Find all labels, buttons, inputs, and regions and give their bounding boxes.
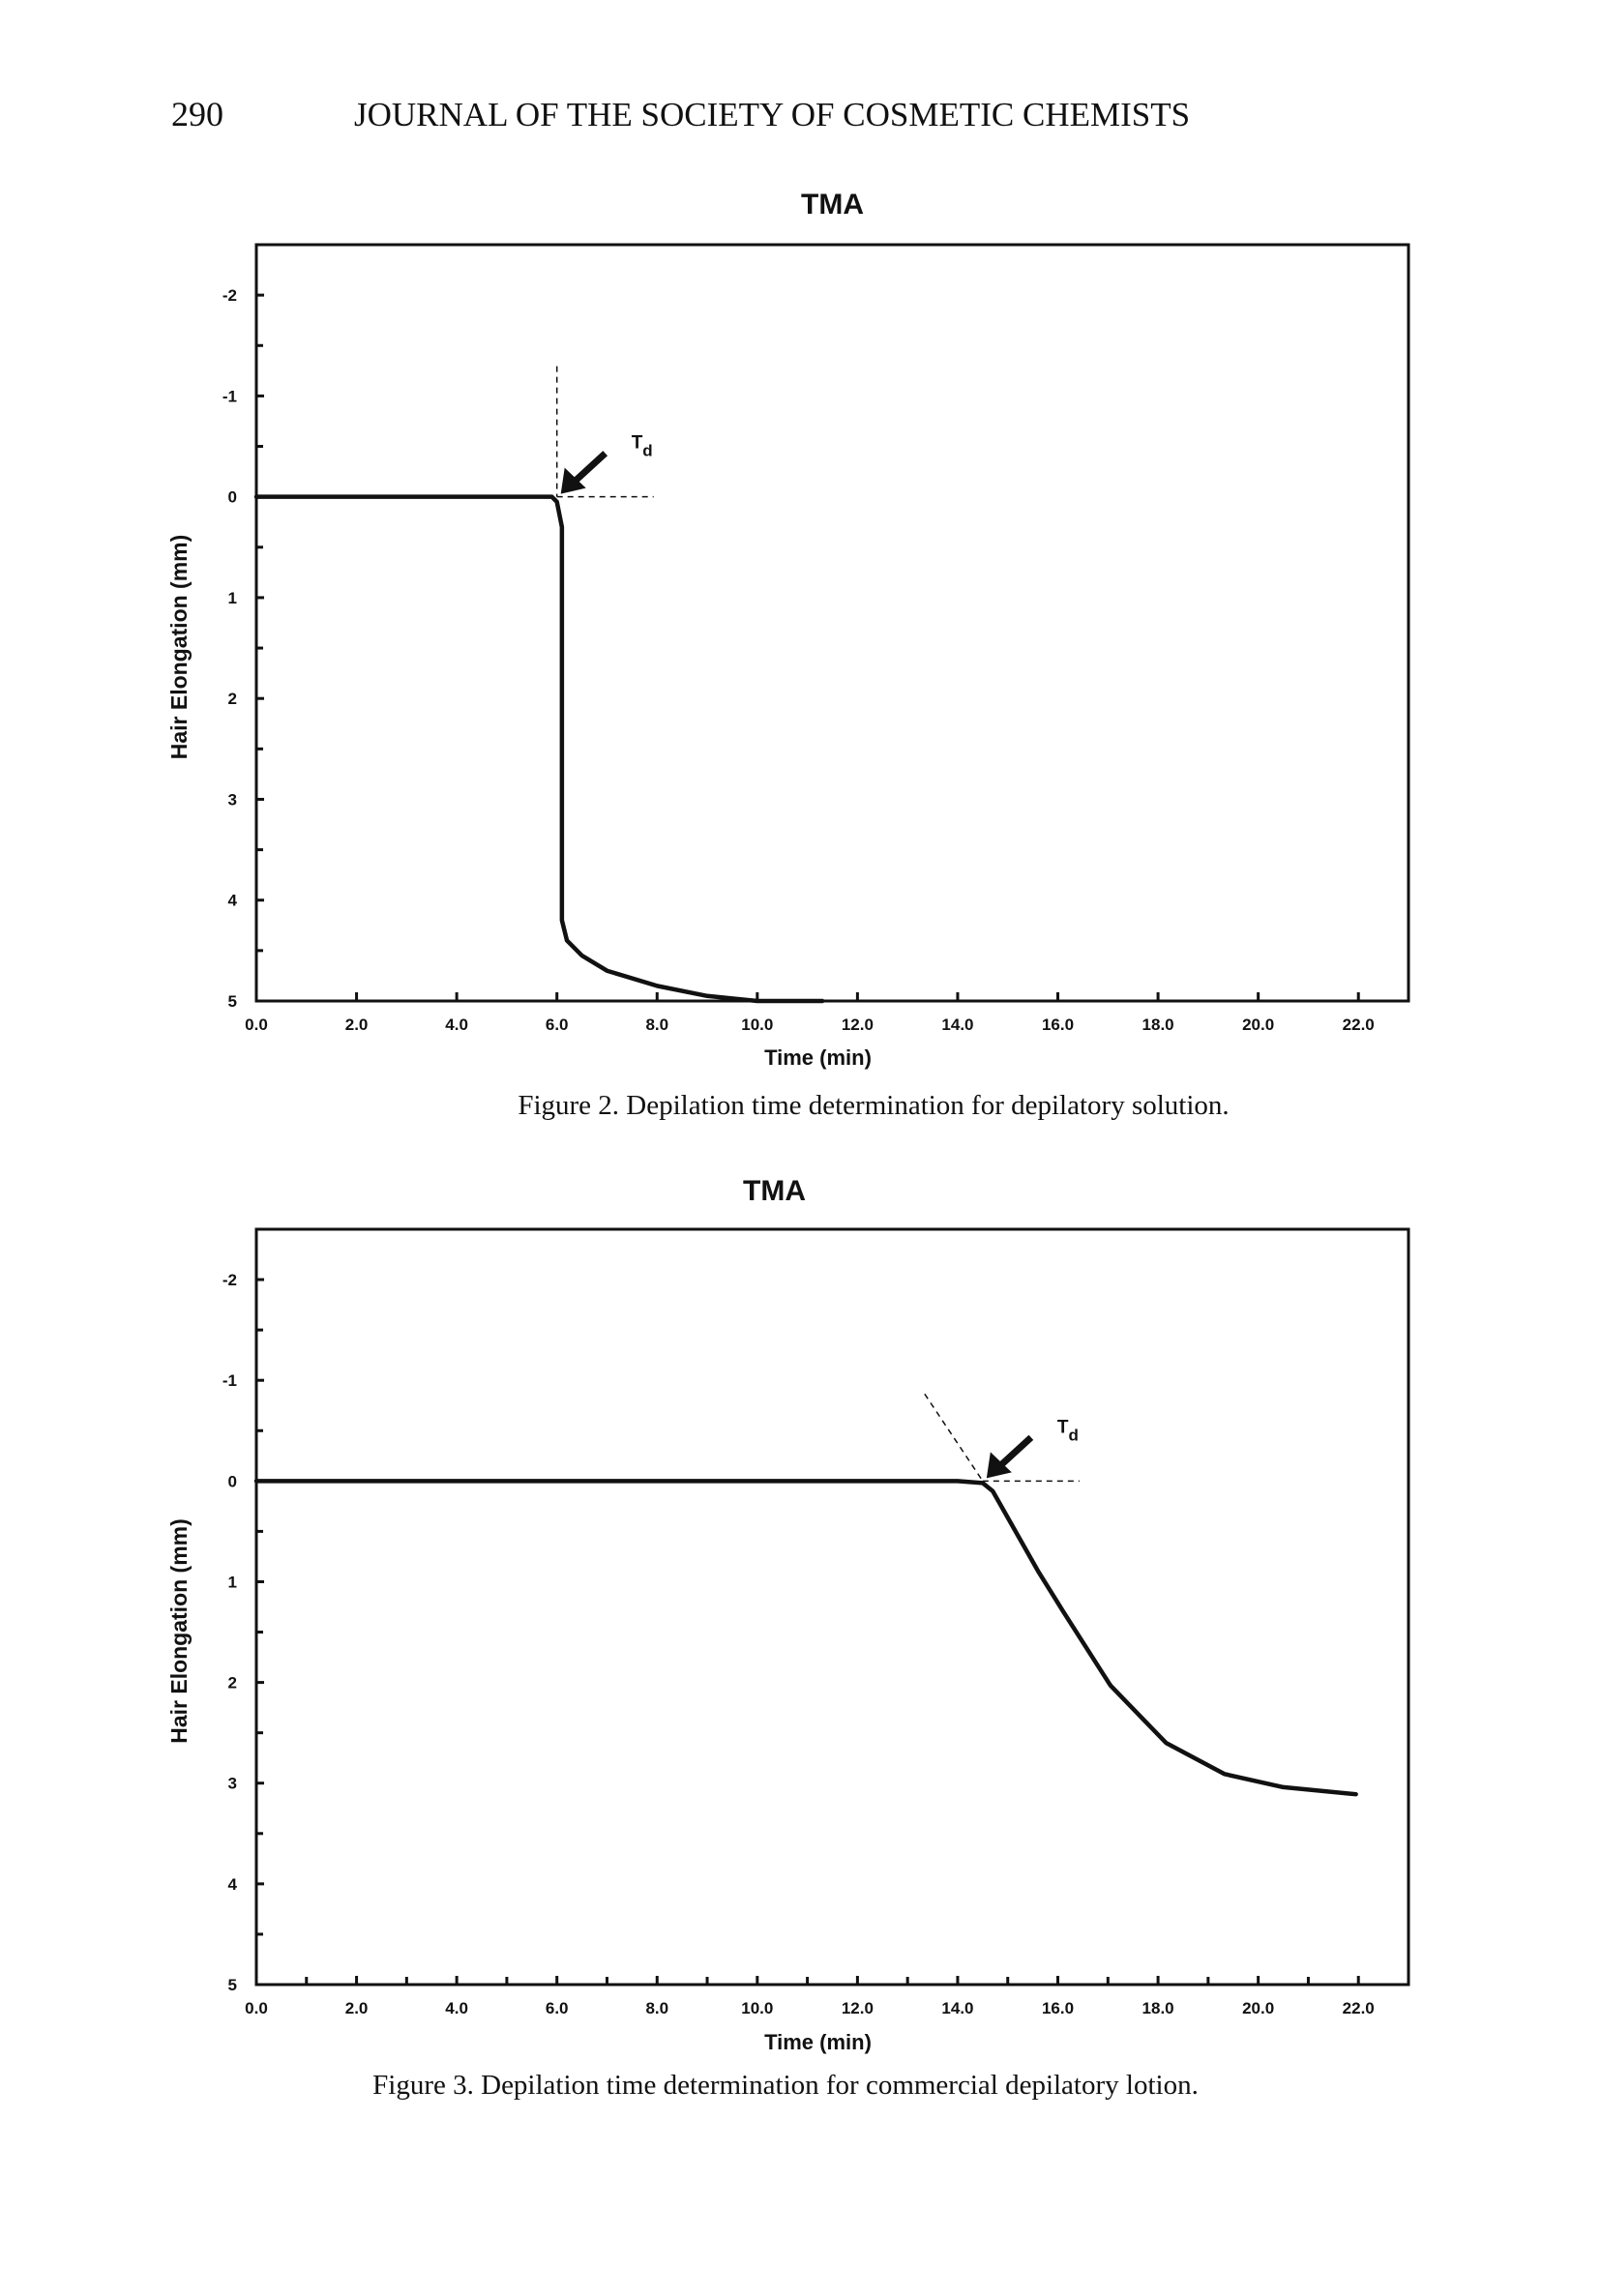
annotation-text: T	[1057, 1417, 1069, 1437]
y-tick-label: 2	[228, 1674, 237, 1693]
x-tick-label: 16.0	[1042, 1999, 1074, 2017]
y-tick-label: 3	[228, 1775, 237, 1793]
guide-line	[924, 1393, 984, 1482]
annotation-label: Td	[1057, 1417, 1079, 1444]
x-tick-label: 18.0	[1142, 1016, 1174, 1034]
plot-frame	[254, 243, 1410, 1003]
x-axis-label: Time (min)	[764, 1045, 872, 1070]
figure-caption: Figure 3. Depilation time determination …	[372, 2070, 1199, 2101]
y-axis-label: Hair Elongation (mm)	[166, 535, 192, 760]
arrow-head	[986, 1452, 1012, 1479]
y-tick-label: 2	[228, 690, 237, 708]
annotation-subscript: d	[1068, 1426, 1078, 1444]
x-tick-label: 10.0	[741, 1016, 773, 1034]
x-tick-label: 22.0	[1343, 1016, 1375, 1034]
x-tick-label: 8.0	[645, 1016, 668, 1034]
y-tick-label: 1	[228, 589, 237, 607]
x-tick-label: 20.0	[1242, 1999, 1274, 2017]
annotation-label: Td	[632, 433, 653, 460]
x-tick-label: 6.0	[546, 1016, 569, 1034]
y-tick-label: 5	[228, 992, 237, 1011]
y-tick-label: -1	[222, 387, 237, 405]
x-tick-label: 2.0	[345, 1016, 369, 1034]
y-tick-label: -1	[222, 1371, 237, 1390]
x-tick-label: 2.0	[345, 1999, 369, 2017]
y-tick-label: 5	[228, 1976, 237, 1994]
x-tick-label: 14.0	[941, 1016, 973, 1034]
x-tick-label: 12.0	[842, 1999, 874, 2017]
annotation-subscript: d	[642, 442, 652, 460]
y-tick-label: 4	[228, 1875, 238, 1894]
x-tick-label: 12.0	[842, 1016, 874, 1034]
data-line	[253, 494, 825, 1004]
annotation-text: T	[632, 433, 643, 454]
y-tick-label: -2	[222, 1271, 237, 1289]
data-line	[253, 1479, 1358, 1797]
x-tick-label: 22.0	[1343, 1999, 1375, 2017]
y-tick-label: -2	[222, 286, 237, 305]
x-tick-label: 18.0	[1142, 1999, 1174, 2017]
page-number: 290	[171, 95, 223, 133]
x-tick-label: 14.0	[941, 1999, 973, 2017]
x-tick-label: 0.0	[245, 1016, 268, 1034]
y-tick-label: 4	[228, 892, 238, 910]
x-tick-label: 16.0	[1042, 1016, 1074, 1034]
arrow-head	[560, 467, 586, 494]
y-tick-label: 3	[228, 790, 237, 809]
figure-caption: Figure 2. Depilation time determination …	[518, 1090, 1229, 1121]
journal-title: JOURNAL OF THE SOCIETY OF COSMETIC CHEMI…	[354, 96, 1190, 133]
x-tick-label: 10.0	[741, 1999, 773, 2017]
y-axis-label: Hair Elongation (mm)	[166, 1518, 192, 1744]
y-tick-label: 1	[228, 1573, 237, 1591]
y-tick-label: 0	[228, 1472, 237, 1490]
x-tick-label: 6.0	[546, 1999, 569, 2017]
chart-title: TMA	[743, 1175, 806, 1207]
plot-frame	[254, 1227, 1410, 1987]
x-tick-label: 20.0	[1242, 1016, 1274, 1034]
x-tick-label: 8.0	[645, 1999, 668, 2017]
x-tick-label: 4.0	[445, 1016, 468, 1034]
y-tick-label: 0	[228, 488, 237, 507]
x-tick-label: 0.0	[245, 1999, 268, 2017]
x-axis-label: Time (min)	[764, 2030, 872, 2054]
x-tick-label: 4.0	[445, 1999, 468, 2017]
chart-title: TMA	[801, 189, 864, 221]
